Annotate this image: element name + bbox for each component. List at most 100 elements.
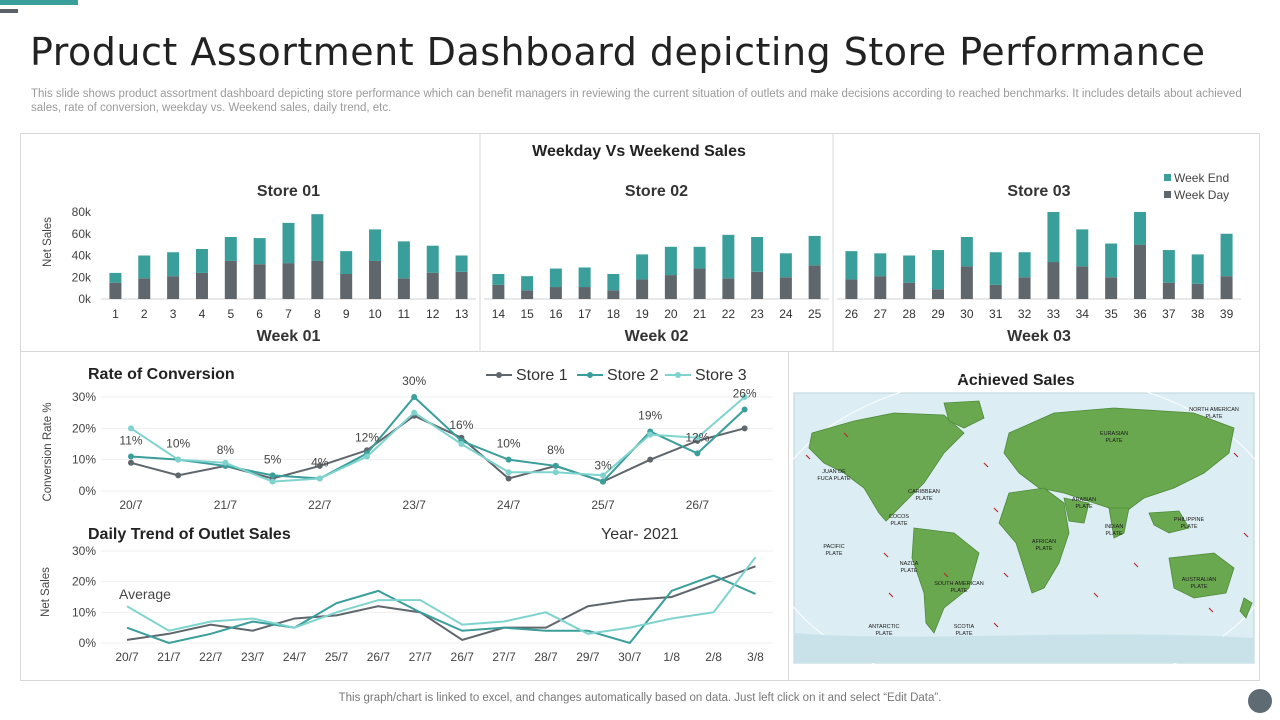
conversion-point[interactable] [175,456,182,463]
bar-weekday[interactable] [492,284,505,299]
north-america-landmass[interactable] [808,412,965,522]
arabia-landmass[interactable] [1063,497,1090,524]
bar-weekend[interactable] [109,272,122,283]
bar-weekday[interactable] [1134,244,1146,299]
bar-weekday[interactable] [1191,283,1204,299]
bar-weekday[interactable] [549,287,562,299]
conversion-point[interactable] [269,478,276,485]
bar-weekday[interactable] [664,275,677,299]
bar-weekday[interactable] [455,271,468,299]
bar-weekday[interactable] [282,263,295,299]
bar-weekend[interactable] [195,248,208,273]
bar-weekend[interactable] [492,273,505,285]
conversion-point[interactable] [694,450,701,457]
bar-weekend[interactable] [636,254,649,280]
bar-weekday[interactable] [109,282,122,299]
bar-weekend[interactable] [874,253,887,277]
australia-landmass[interactable] [1168,552,1235,599]
eurasia-landmass[interactable] [1003,407,1235,514]
bar-weekend[interactable] [521,276,534,291]
conversion-point[interactable] [741,425,748,432]
bar-weekend[interactable] [808,235,821,266]
africa-landmass[interactable] [998,487,1070,594]
bar-weekend[interactable] [1162,250,1175,283]
bar-weekend[interactable] [578,267,591,288]
bar-weekday[interactable] [521,290,534,299]
conversion-point[interactable] [316,462,323,469]
conversion-point[interactable] [741,406,748,413]
conversion-point[interactable] [128,453,134,460]
conversion-series-line[interactable] [130,395,746,483]
conversion-point[interactable] [269,472,276,479]
nav-dot[interactable] [1248,689,1272,713]
bar-weekend[interactable] [311,214,324,261]
bar-weekday[interactable] [138,278,151,299]
conversion-point[interactable] [458,441,465,447]
greenland-landmass[interactable] [943,400,985,429]
bar-weekday[interactable] [693,268,706,299]
bar-weekday[interactable] [578,287,591,299]
bar-weekend[interactable] [253,238,266,265]
bar-weekend[interactable] [751,237,764,272]
conversion-series-line[interactable] [130,396,746,483]
bar-weekday[interactable] [722,278,735,299]
conversion-point[interactable] [411,409,418,416]
bar-weekend[interactable] [167,252,180,277]
bar-weekend[interactable] [549,268,562,288]
bar-weekend[interactable] [224,237,237,261]
bar-weekday[interactable] [960,266,973,299]
bar-weekend[interactable] [340,251,353,274]
bar-weekday[interactable] [607,290,620,299]
bar-weekend[interactable] [903,255,916,283]
conversion-point[interactable] [600,472,606,479]
bar-weekend[interactable] [1220,233,1233,277]
bar-weekday[interactable] [1105,277,1118,299]
bar-weekend[interactable] [989,252,1002,285]
southeast-asia-landmass[interactable] [1148,510,1190,534]
bar-weekend[interactable] [779,253,792,278]
conversion-point[interactable] [647,456,654,463]
conversion-point[interactable] [505,475,512,482]
bar-weekend[interactable] [455,255,468,272]
bar-weekday[interactable] [808,265,821,299]
south-america-landmass[interactable] [911,527,980,634]
conversion-point[interactable] [411,394,418,400]
conversion-point[interactable] [128,425,134,432]
bar-weekday[interactable] [397,278,410,299]
bar-weekend[interactable] [664,246,677,276]
conversion-point[interactable] [316,475,323,482]
conversion-point[interactable] [694,434,701,441]
bar-weekday[interactable] [1047,262,1060,299]
conversion-trend-charts[interactable]: Rate of Conversion Conversion Rate % 0% 10%… [21,352,788,680]
conversion-point[interactable] [552,469,559,476]
bar-weekday[interactable] [874,276,887,299]
bar-weekend[interactable] [1047,212,1060,263]
new-zealand-landmass[interactable] [1239,597,1253,619]
bar-weekday[interactable] [340,273,353,299]
bar-weekday[interactable] [426,272,439,299]
bar-weekday[interactable] [845,279,858,299]
bar-weekday[interactable] [253,264,266,299]
trend-series-line[interactable] [126,574,756,645]
bar-weekday[interactable] [989,284,1002,299]
bar-weekend[interactable] [693,246,706,269]
bar-weekday[interactable] [1076,266,1089,299]
conversion-point[interactable] [505,456,512,463]
bar-weekend[interactable] [397,241,410,279]
bar-weekday[interactable] [779,277,792,299]
bar-weekend[interactable] [1105,243,1118,278]
bar-weekend[interactable] [282,222,295,264]
conversion-point[interactable] [552,462,559,469]
bar-weekend[interactable] [845,251,858,280]
bar-weekday[interactable] [369,260,382,299]
bar-weekday[interactable] [751,271,764,299]
conversion-point[interactable] [647,431,654,438]
conversion-point[interactable] [222,459,229,466]
bar-weekend[interactable] [1018,252,1031,278]
bar-weekend[interactable] [138,255,151,279]
bar-weekday[interactable] [224,260,237,299]
india-landmass[interactable] [1108,507,1130,539]
bar-weekday[interactable] [636,279,649,299]
trend-series-line[interactable] [126,556,757,635]
